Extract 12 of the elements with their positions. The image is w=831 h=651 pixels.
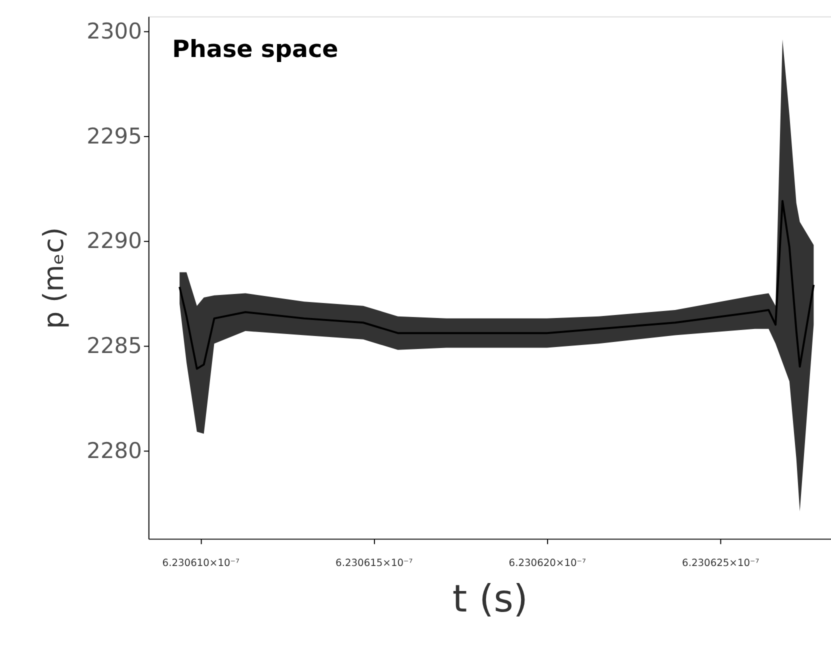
x-axis-title: t (s) xyxy=(452,576,528,620)
y-tick-label: 2295 xyxy=(86,124,142,150)
text: Phase space xyxy=(172,34,338,63)
y-tick-label: 2280 xyxy=(86,439,142,464)
x-tick-label: 6.230620×10⁻⁷ xyxy=(508,558,586,569)
y-axis-title: p (mₑc) xyxy=(36,227,70,329)
x-tick-label: 6.230610×10⁻⁷ xyxy=(162,558,240,569)
y-tick-label: 2290 xyxy=(86,229,142,254)
y-tick-label: 2300 xyxy=(86,19,142,44)
y-tick-label: 2285 xyxy=(86,334,142,360)
x-tick-label: 6.230625×10⁻⁷ xyxy=(682,558,760,569)
x-tick-label: 6.230615×10⁻⁷ xyxy=(336,558,413,569)
